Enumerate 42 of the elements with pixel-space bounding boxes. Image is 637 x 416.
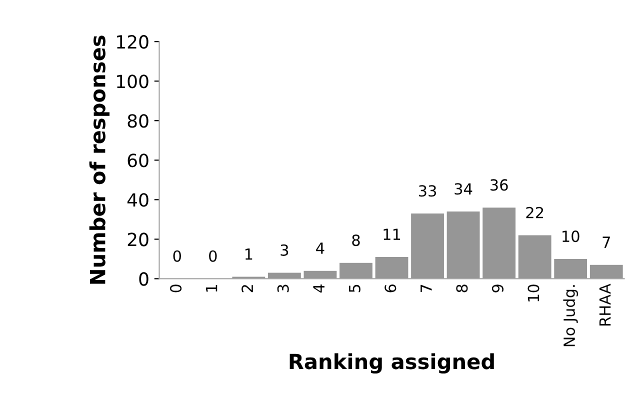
bar — [554, 258, 588, 279]
x-tick-label: 4 — [313, 284, 324, 293]
data-label: 36 — [490, 179, 508, 191]
x-tick-label: 9 — [492, 284, 504, 292]
x-tick-label: RHAA — [599, 284, 611, 326]
bar — [518, 235, 552, 279]
x-tick-label: 6 — [384, 284, 396, 292]
data-label: 3 — [280, 244, 288, 256]
bar — [340, 262, 372, 279]
y-tick-label: 20 — [128, 232, 148, 246]
x-tick-label: 10 — [528, 284, 540, 302]
data-label: 11 — [384, 228, 400, 240]
data-label: 0 — [173, 250, 181, 262]
x-tick-label: 1 — [206, 284, 218, 292]
y-axis-title: Number of responses — [89, 36, 110, 284]
x-tick-label: 7 — [420, 284, 432, 292]
data-label: 1 — [245, 248, 252, 260]
data-label: 4 — [316, 242, 324, 254]
x-tick-label: 2 — [242, 285, 253, 292]
x-axis-title: Ranking assigned — [290, 353, 494, 374]
y-tick-label: 120 — [117, 35, 148, 49]
y-tick-label: 40 — [127, 193, 148, 207]
data-label: 22 — [526, 206, 544, 218]
data-label: 0 — [209, 250, 217, 262]
x-tick-label: 8 — [456, 284, 468, 292]
data-label: 33 — [418, 185, 436, 197]
bar — [375, 256, 408, 279]
bar — [446, 212, 480, 279]
x-tick-label: 0 — [170, 284, 182, 292]
y-tick-label: 60 — [128, 154, 148, 168]
x-tick-label: 3 — [277, 284, 289, 292]
y-tick-label: 100 — [117, 74, 148, 88]
data-label: 8 — [352, 234, 360, 246]
y-tick-label: 80 — [128, 114, 148, 128]
data-label: 7 — [602, 236, 610, 248]
bar — [590, 264, 623, 279]
data-label: 34 — [454, 183, 472, 195]
x-tick-label: No Judg. — [563, 285, 578, 346]
bar — [482, 208, 516, 279]
x-tick-label: 5 — [349, 284, 360, 292]
bar — [411, 214, 444, 279]
data-label: 10 — [562, 230, 580, 242]
